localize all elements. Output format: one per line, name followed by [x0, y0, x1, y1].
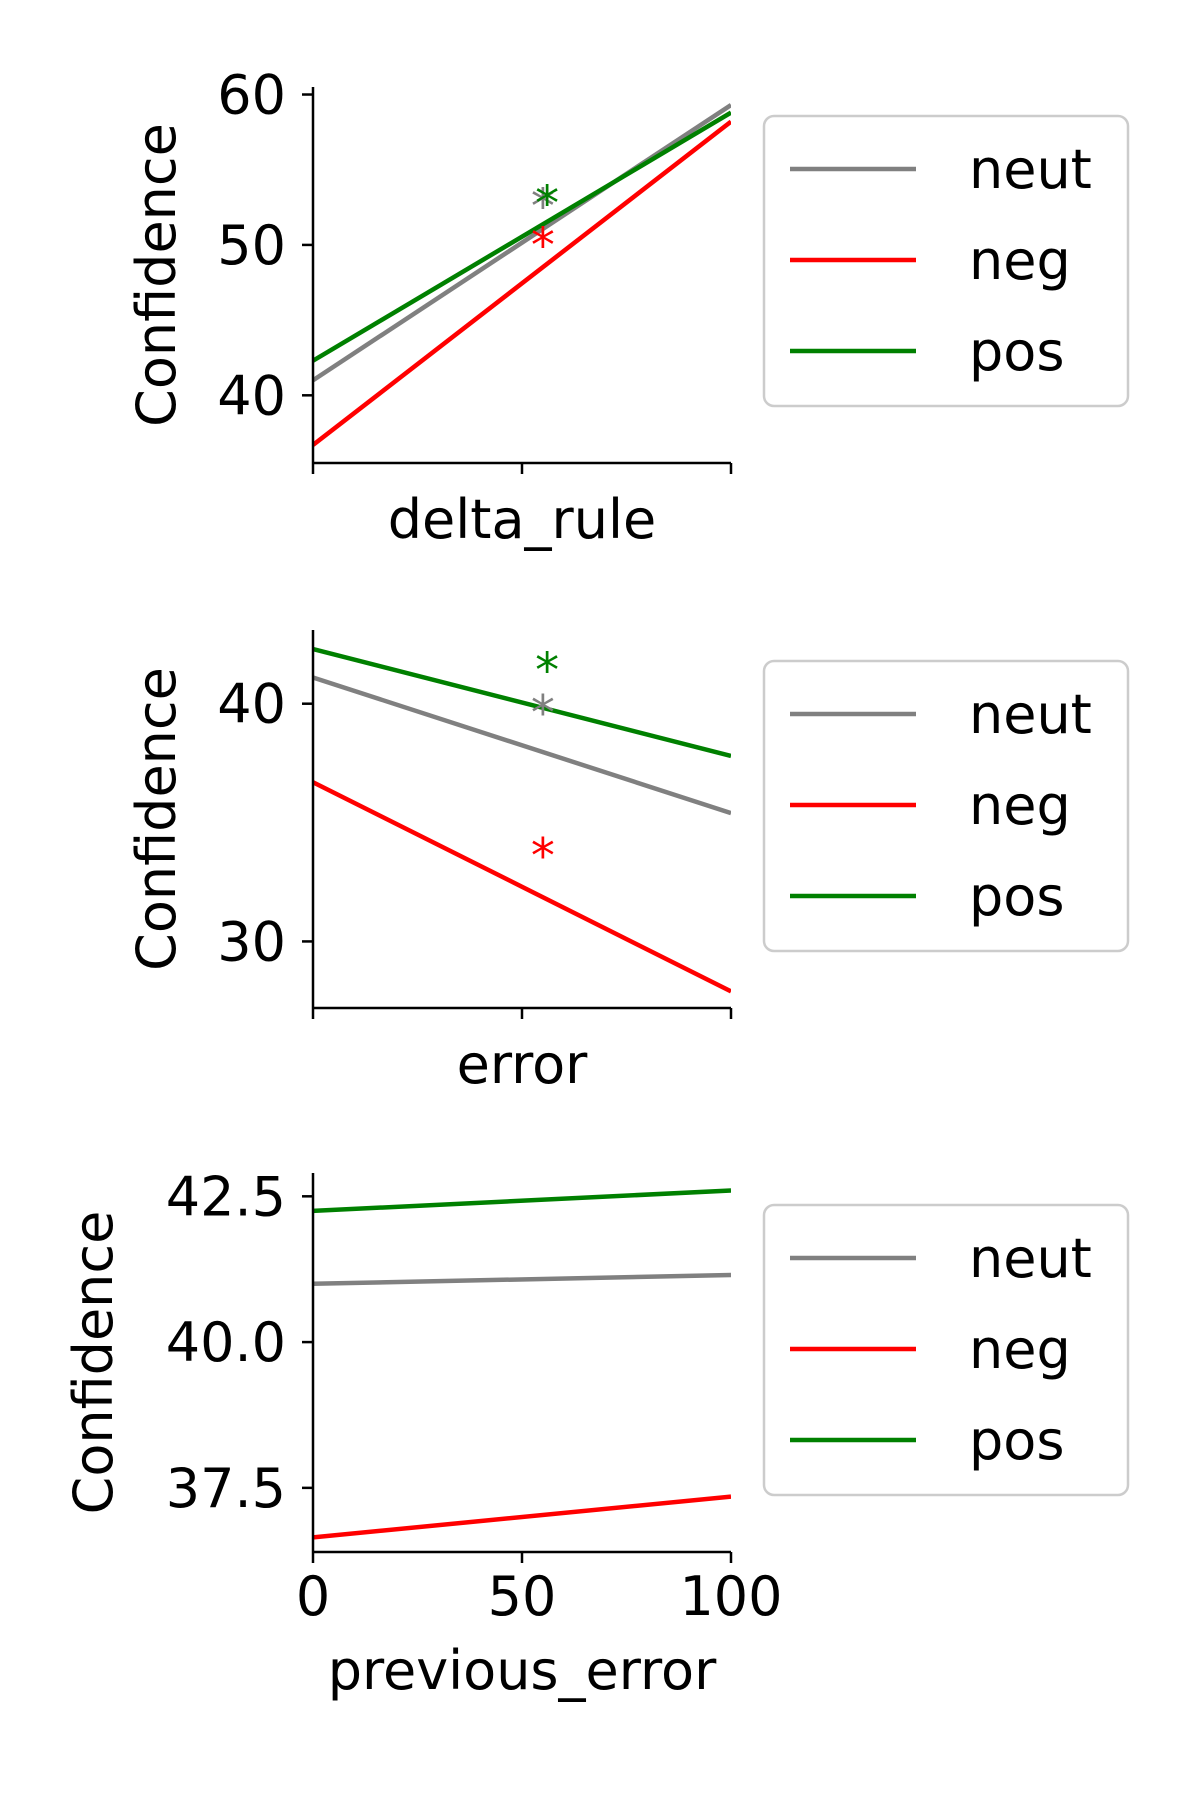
- x-tick-label: 100: [679, 1565, 782, 1628]
- legend-label-pos: pos: [969, 320, 1064, 383]
- y-tick-label: 40.0: [166, 1311, 286, 1374]
- y-axis-label: Confidence: [125, 667, 188, 971]
- y-axis-label: Confidence: [125, 123, 188, 427]
- y-tick-label: 60: [217, 64, 286, 127]
- series-line-pos: [313, 1188, 731, 1214]
- legend-frame: [762, 659, 1130, 953]
- legend-label-neut: neut: [969, 1227, 1092, 1290]
- legend: neut neg pos: [762, 114, 1130, 408]
- legend-frame: [762, 114, 1130, 408]
- subplot-3: 0 50 100 37.5 40.0 42.5 previous_error Confiden…: [62, 1165, 1130, 1702]
- significance-marker: *: [531, 179, 555, 235]
- series-line-neut: [313, 1272, 731, 1287]
- legend: neut neg pos: [762, 659, 1130, 953]
- legend-frame: [762, 1203, 1130, 1497]
- series-line-neg: [313, 119, 731, 447]
- legend-label-neut: neut: [969, 138, 1092, 201]
- significance-marker: *: [531, 218, 555, 274]
- series-line-pos: [313, 646, 731, 759]
- y-tick-label: 40: [217, 673, 286, 736]
- legend: neut neg pos: [762, 1203, 1130, 1497]
- y-tick-label: 50: [217, 214, 286, 277]
- y-axis-label: Confidence: [62, 1211, 125, 1515]
- legend-label-pos: pos: [969, 865, 1064, 928]
- x-tick-label: 50: [488, 1565, 557, 1628]
- x-tick-label: 0: [296, 1565, 330, 1628]
- legend-label-neg: neg: [969, 1318, 1071, 1381]
- series-line-pos: [313, 110, 731, 363]
- x-axis-label: previous_error: [328, 1639, 717, 1702]
- series-line-neut: [313, 103, 731, 383]
- x-axis-label: error: [457, 1033, 589, 1096]
- series-line-neut: [313, 675, 731, 816]
- significance-marker: *: [535, 176, 559, 232]
- legend-label-neut: neut: [969, 683, 1092, 746]
- y-tick-label: 37.5: [166, 1457, 286, 1520]
- y-tick-label: 42.5: [166, 1165, 286, 1228]
- legend-label-neg: neg: [969, 229, 1071, 292]
- subplot-1: *** 40 50 60 delta_rule Confidence neut neg pos: [125, 64, 1130, 551]
- legend-label-neg: neg: [969, 774, 1071, 837]
- x-axis-label: delta_rule: [388, 488, 656, 551]
- series-line-neg: [313, 780, 731, 994]
- series-line-neg: [313, 1494, 731, 1540]
- significance-marker: *: [535, 643, 559, 699]
- y-tick-label: 40: [217, 364, 286, 427]
- significance-marker: *: [531, 828, 555, 884]
- significance-marker: *: [531, 686, 555, 742]
- legend-label-pos: pos: [969, 1409, 1064, 1472]
- y-tick-label: 30: [217, 910, 286, 973]
